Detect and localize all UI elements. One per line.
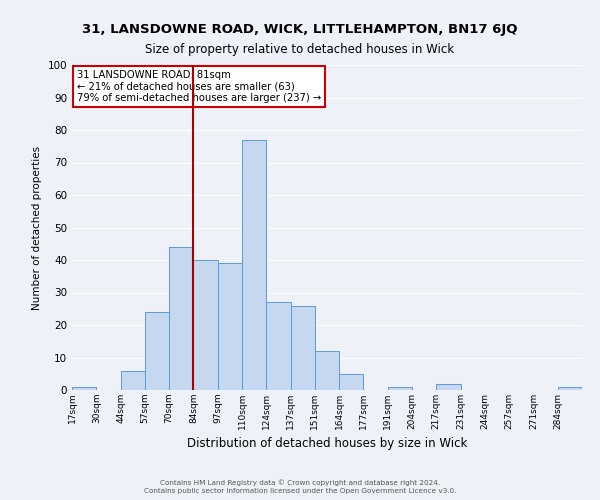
Bar [388, 387, 412, 390]
Bar [266, 302, 290, 390]
Y-axis label: Number of detached properties: Number of detached properties [32, 146, 42, 310]
Bar [558, 387, 582, 390]
Text: Size of property relative to detached houses in Wick: Size of property relative to detached ho… [145, 42, 455, 56]
X-axis label: Distribution of detached houses by size in Wick: Distribution of detached houses by size … [187, 438, 467, 450]
Bar [121, 370, 145, 390]
Bar [169, 247, 193, 390]
Bar [72, 387, 96, 390]
Bar [339, 374, 364, 390]
Bar [218, 263, 242, 390]
Text: Contains HM Land Registry data © Crown copyright and database right 2024.
Contai: Contains HM Land Registry data © Crown c… [144, 479, 456, 494]
Bar [290, 306, 315, 390]
Text: 31, LANSDOWNE ROAD, WICK, LITTLEHAMPTON, BN17 6JQ: 31, LANSDOWNE ROAD, WICK, LITTLEHAMPTON,… [82, 22, 518, 36]
Bar [145, 312, 169, 390]
Bar [315, 351, 339, 390]
Text: 31 LANSDOWNE ROAD: 81sqm
← 21% of detached houses are smaller (63)
79% of semi-d: 31 LANSDOWNE ROAD: 81sqm ← 21% of detach… [77, 70, 322, 103]
Bar [193, 260, 218, 390]
Bar [436, 384, 461, 390]
Bar [242, 140, 266, 390]
